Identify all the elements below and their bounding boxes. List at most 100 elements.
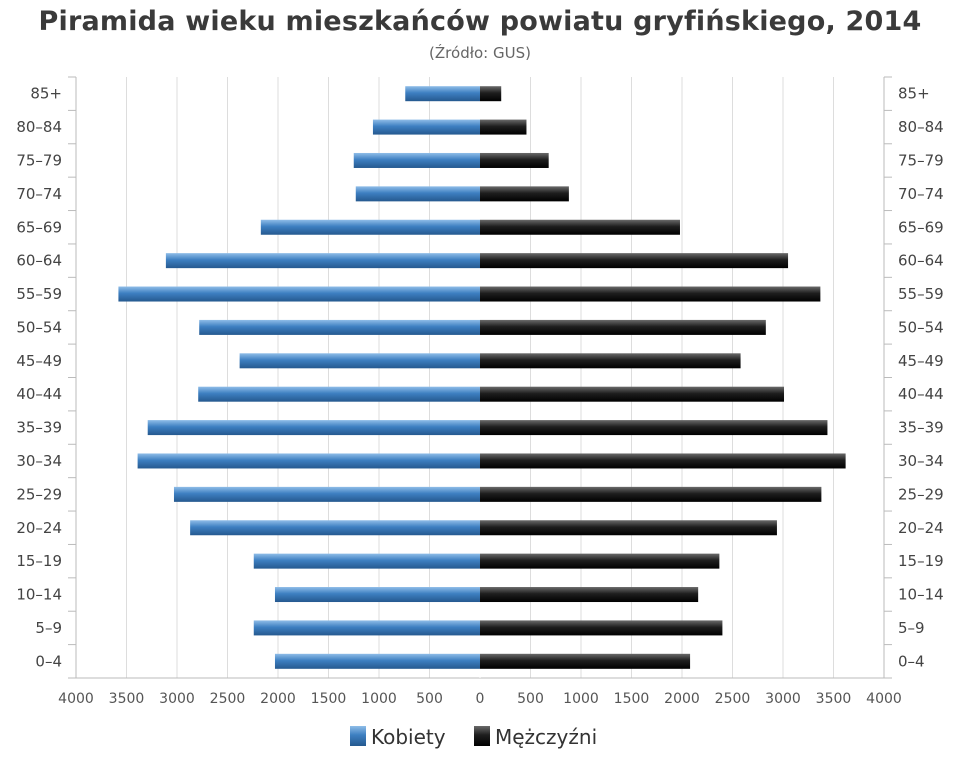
category-label-left: 65–69: [16, 218, 62, 236]
category-label-right: 5–9: [898, 619, 925, 637]
category-label-right: 80–84: [898, 118, 944, 136]
bar-men: [480, 186, 569, 202]
bar-men: [480, 286, 821, 302]
bar-men: [480, 620, 723, 636]
chart-subtitle: (Źródło: GUS): [429, 44, 531, 62]
bar-men: [480, 253, 789, 269]
bar-women: [253, 620, 480, 636]
category-label-left: 50–54: [16, 318, 62, 336]
bar-men: [480, 420, 828, 436]
category-label-right: 0–4: [898, 652, 925, 670]
bar-women: [239, 353, 480, 369]
bar-women: [260, 219, 480, 235]
category-label-left: 55–59: [16, 285, 62, 303]
x-tick-label: 3000: [159, 691, 195, 707]
bar-men: [480, 353, 741, 369]
bar-men: [480, 520, 777, 536]
category-label-right: 75–79: [898, 151, 944, 169]
category-label-left: 10–14: [16, 586, 62, 604]
bar-women: [405, 86, 480, 102]
category-label-right: 45–49: [898, 352, 944, 370]
bar-men: [480, 119, 527, 135]
category-label-right: 35–39: [898, 419, 944, 437]
category-label-left: 30–34: [16, 452, 62, 470]
category-label-right: 55–59: [898, 285, 944, 303]
category-label-right: 50–54: [898, 318, 944, 336]
bar-women: [147, 420, 480, 436]
bar-women: [137, 453, 481, 469]
bar-women: [253, 553, 480, 569]
category-label-right: 70–74: [898, 185, 944, 203]
category-label-right: 60–64: [898, 252, 944, 270]
category-label-left: 60–64: [16, 252, 62, 270]
x-tick-label: 500: [517, 691, 544, 707]
category-label-right: 30–34: [898, 452, 944, 470]
bar-men: [480, 152, 549, 168]
category-label-left: 25–29: [16, 485, 62, 503]
category-label-right: 25–29: [898, 485, 944, 503]
bar-women: [353, 152, 480, 168]
bar-women: [274, 653, 480, 669]
legend-men-label: Mężczyźni: [495, 725, 597, 749]
x-tick-label: 3500: [816, 691, 852, 707]
bar-women: [355, 186, 480, 202]
category-label-right: 10–14: [898, 586, 944, 604]
category-label-right: 15–19: [898, 552, 944, 570]
chart-title: Piramida wieku mieszkańców powiatu gryfi…: [38, 6, 922, 37]
x-tick-label: 4000: [58, 691, 94, 707]
x-tick-label: 4000: [866, 691, 902, 707]
x-tick-label: 1000: [361, 691, 397, 707]
legend: Kobiety Mężczyźni: [350, 725, 597, 749]
bar-women: [274, 587, 480, 603]
category-label-left: 20–24: [16, 519, 62, 537]
category-label-left: 80–84: [16, 118, 62, 136]
x-tick-label: 2500: [210, 691, 246, 707]
category-label-left: 45–49: [16, 352, 62, 370]
category-label-right: 40–44: [898, 385, 944, 403]
category-label-right: 65–69: [898, 218, 944, 236]
x-tick-label: 1500: [614, 691, 650, 707]
x-tick-label: 500: [416, 691, 443, 707]
x-tick-label: 2500: [715, 691, 751, 707]
bar-men: [480, 587, 699, 603]
category-label-left: 15–19: [16, 552, 62, 570]
x-tick-label: 2000: [260, 691, 296, 707]
bar-women: [199, 319, 480, 335]
bar-women: [118, 286, 481, 302]
category-label-left: 0–4: [35, 652, 62, 670]
category-label-right: 20–24: [898, 519, 944, 537]
x-tick-label: 1000: [563, 691, 599, 707]
bars: [118, 86, 846, 669]
bar-women: [190, 520, 480, 536]
category-label-right: 85+: [898, 85, 930, 103]
bar-men: [480, 653, 691, 669]
x-tick-label: 2000: [664, 691, 700, 707]
bar-men: [480, 453, 846, 469]
legend-women-label: Kobiety: [371, 725, 446, 749]
category-label-left: 40–44: [16, 385, 62, 403]
category-label-left: 35–39: [16, 419, 62, 437]
category-label-left: 70–74: [16, 185, 62, 203]
bar-women: [165, 253, 480, 269]
category-label-left: 85+: [30, 85, 62, 103]
bar-women: [198, 386, 480, 402]
bar-women: [372, 119, 480, 135]
x-tick-label: 0: [476, 691, 485, 707]
bar-men: [480, 386, 785, 402]
category-label-left: 75–79: [16, 151, 62, 169]
x-tick-label: 3500: [109, 691, 145, 707]
axis-labels: 4000 3500 3000 2500 2000 1500 1000 500 0 500 1000 1…: [16, 85, 943, 707]
x-tick-label: 3000: [765, 691, 801, 707]
axes: [68, 76, 892, 679]
legend-women-swatch: [350, 726, 366, 746]
x-tick-label: 1500: [311, 691, 347, 707]
bar-men: [480, 486, 822, 502]
legend-men-swatch: [474, 726, 490, 746]
category-label-left: 5–9: [35, 619, 62, 637]
bar-men: [480, 86, 502, 102]
bar-men: [480, 553, 720, 569]
bar-men: [480, 319, 766, 335]
bar-men: [480, 219, 680, 235]
bar-women: [173, 486, 480, 502]
